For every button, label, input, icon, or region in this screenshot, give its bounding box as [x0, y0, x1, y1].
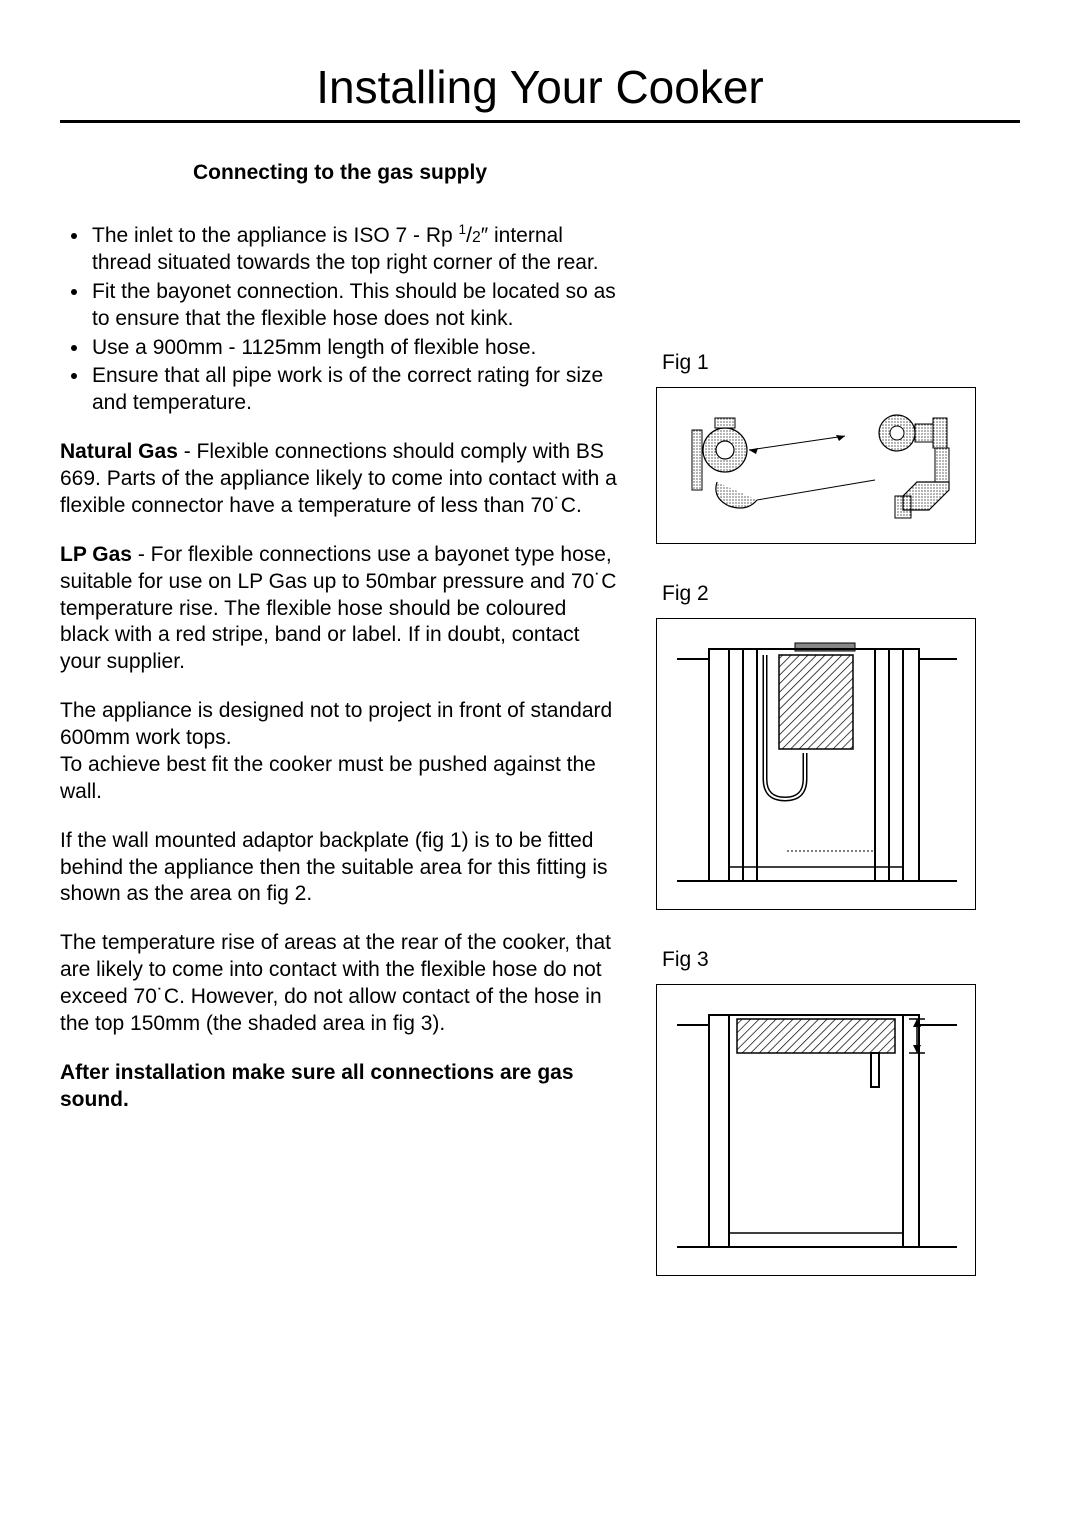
title-container: Installing Your Cooker: [60, 60, 1020, 123]
figure-column: Fig 1: [656, 161, 1020, 1314]
para-push: To achieve best fit the cooker must be p…: [60, 752, 620, 806]
bullet-item: The inlet to the appliance is ISO 7 - Rp…: [90, 223, 620, 277]
text-column: Connecting to the gas supply The inlet t…: [60, 161, 620, 1314]
page: Installing Your Cooker Connecting to the…: [0, 0, 1080, 1532]
fig1-svg: [657, 388, 977, 543]
bullet-list: The inlet to the appliance is ISO 7 - Rp…: [60, 223, 620, 417]
fig2-svg: [657, 619, 977, 909]
para-final: After installation make sure all connect…: [60, 1060, 620, 1114]
para-worktop: The appliance is designed not to project…: [60, 698, 620, 752]
two-column-layout: Connecting to the gas supply The inlet t…: [60, 161, 1020, 1314]
fig2-box: [656, 618, 976, 910]
lp-gas-text: - For flexible connections use a bayonet…: [60, 543, 616, 674]
page-title: Installing Your Cooker: [60, 60, 1020, 120]
natural-gas-label: Natural Gas: [60, 440, 178, 463]
fig1-box: [656, 387, 976, 544]
natural-gas-para: Natural Gas - Flexible connections shoul…: [60, 439, 620, 520]
fig3-svg: [657, 985, 977, 1275]
lp-gas-label: LP Gas: [60, 543, 132, 566]
fig3-box: [656, 984, 976, 1276]
section-subtitle: Connecting to the gas supply: [60, 161, 620, 185]
fig2-caption: Fig 2: [662, 582, 1020, 606]
bullet-item: Ensure that all pipe work is of the corr…: [90, 363, 620, 417]
fig1-caption: Fig 1: [662, 351, 1020, 375]
lp-gas-para: LP Gas - For flexible connections use a …: [60, 542, 620, 676]
bullet-text: The inlet to the appliance is ISO 7 - Rp…: [92, 224, 599, 274]
bullet-item: Fit the bayonet connection. This should …: [90, 279, 620, 333]
fig3-caption: Fig 3: [662, 948, 1020, 972]
para-temprise: The temperature rise of areas at the rea…: [60, 930, 620, 1038]
para-backplate: If the wall mounted adaptor backplate (f…: [60, 828, 620, 909]
bullet-item: Use a 900mm - 1125mm length of flexible …: [90, 335, 620, 362]
